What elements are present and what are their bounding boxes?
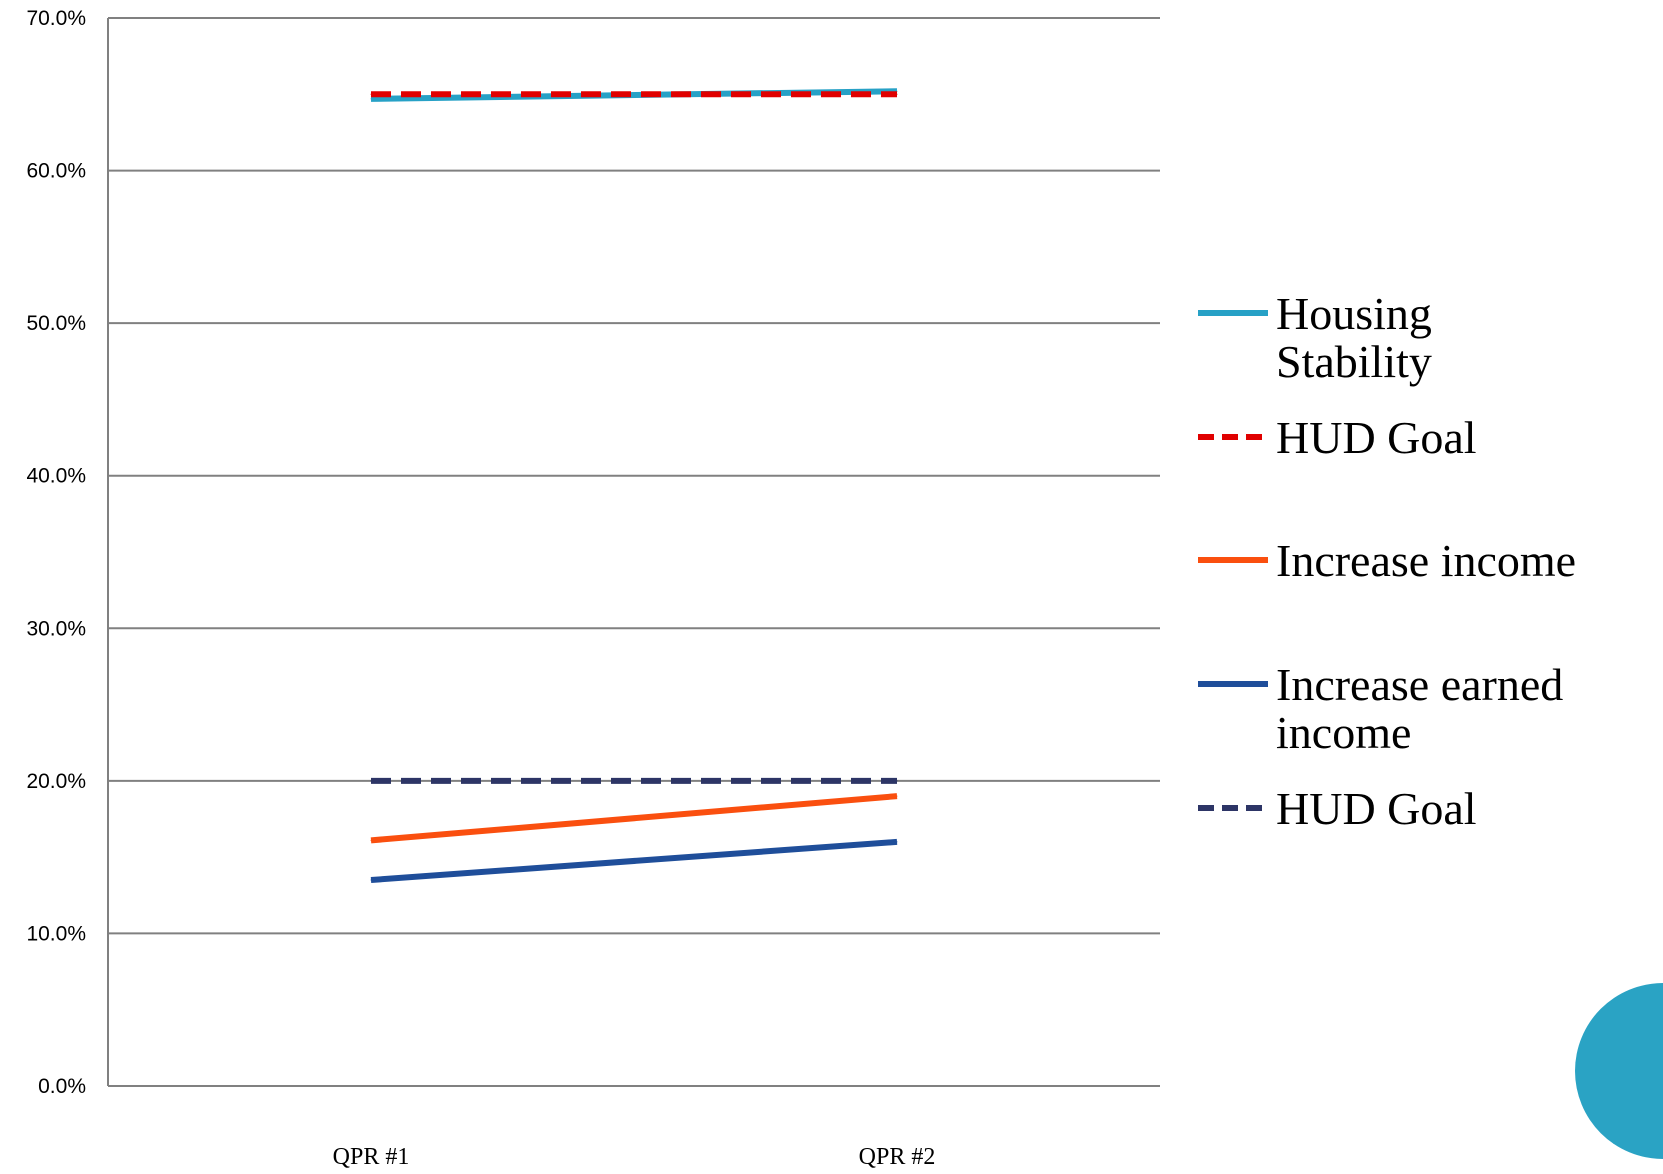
legend-label: HUD Goal (1276, 783, 1477, 834)
legend-label: Increase earned income (1276, 659, 1563, 758)
x-tick-label: QPR #2 (859, 1144, 936, 1170)
data-point (370, 98, 372, 100)
series-lines (370, 88, 898, 884)
legend-item: HUD Goal (1198, 412, 1477, 463)
legend: Housing Stability HUD Goal Increase income I… (1198, 288, 1576, 834)
series-line-2 (370, 793, 898, 844)
y-tick-label: 60.0% (26, 160, 86, 183)
y-tick-label: 70.0% (26, 7, 86, 30)
x-tick-label: QPR #1 (333, 1144, 410, 1170)
y-tick-label: 30.0% (26, 617, 86, 640)
data-point (370, 879, 372, 881)
legend-item: Increase earned income (1198, 659, 1563, 758)
data-point (370, 780, 372, 782)
legend-label: HUD Goal (1276, 412, 1477, 463)
data-point (896, 841, 898, 843)
y-axis-ticks: 0.0% 10.0% 20.0% 30.0% 40.0% 50.0% 60.0% 70.0% (26, 7, 86, 1098)
legend-item: Increase income (1198, 535, 1576, 586)
legend-label: Increase income (1276, 535, 1576, 586)
y-tick-label: 20.0% (26, 770, 86, 793)
y-tick-label: 10.0% (26, 922, 86, 945)
series-line-3 (370, 838, 898, 884)
x-axis-ticks: QPR #1 QPR #2 (333, 1144, 936, 1170)
data-point (370, 93, 372, 95)
data-point (896, 93, 898, 95)
legend-item: HUD Goal (1198, 783, 1477, 834)
data-point (370, 839, 372, 841)
gridlines (107, 17, 1160, 1087)
y-tick-label: 40.0% (26, 465, 86, 488)
data-point (896, 795, 898, 797)
y-tick-label: 0.0% (38, 1075, 86, 1098)
y-tick-label: 50.0% (26, 312, 86, 335)
data-point (896, 780, 898, 782)
legend-label: Housing Stability (1276, 288, 1432, 387)
legend-item: Housing Stability (1198, 288, 1432, 387)
decorative-circle (1575, 983, 1663, 1159)
